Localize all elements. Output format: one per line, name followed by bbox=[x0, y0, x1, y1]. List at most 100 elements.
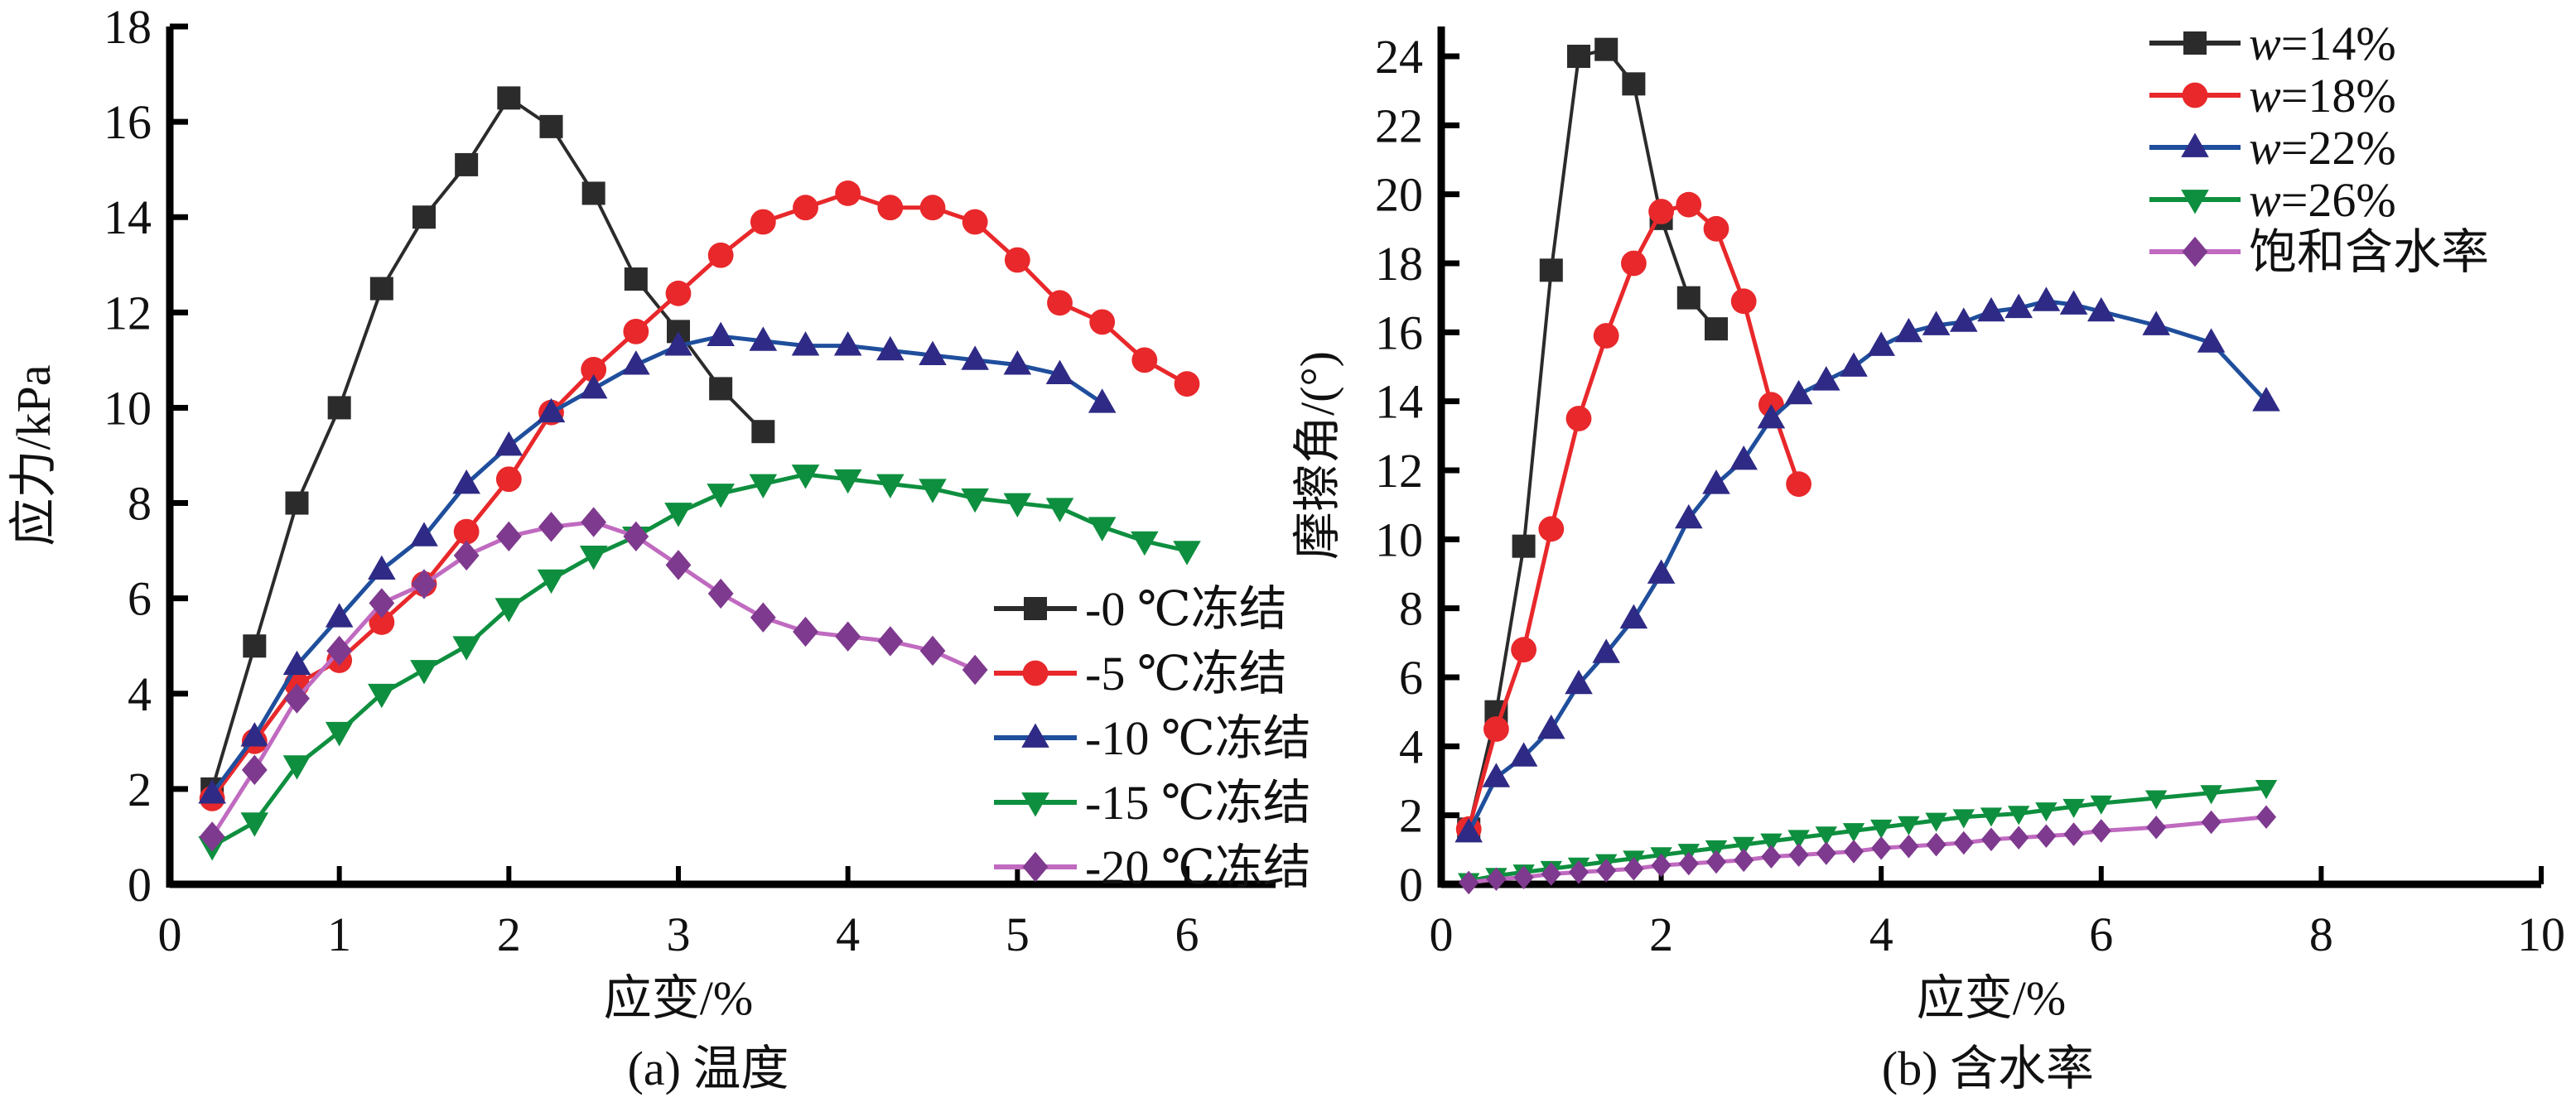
data-point bbox=[581, 357, 607, 383]
series-5 bbox=[1459, 805, 2277, 895]
x-tick-label: 0 bbox=[1430, 907, 1454, 961]
data-point bbox=[2009, 826, 2029, 850]
data-point bbox=[1676, 191, 1702, 218]
data-point bbox=[2145, 790, 2168, 810]
data-point bbox=[665, 550, 692, 580]
data-point bbox=[1541, 862, 1561, 886]
data-point bbox=[1678, 851, 1699, 876]
data-point bbox=[325, 603, 354, 628]
data-point bbox=[750, 602, 776, 633]
data-point bbox=[664, 503, 692, 527]
data-point bbox=[368, 555, 396, 580]
y-tick-label: 12 bbox=[1375, 444, 1423, 498]
panel-caption: (a) 温度 bbox=[628, 1042, 789, 1095]
legend-marker bbox=[1024, 597, 1047, 620]
data-point bbox=[1815, 826, 1837, 846]
data-point bbox=[326, 635, 353, 667]
data-point bbox=[1089, 309, 1116, 335]
data-point bbox=[1702, 469, 1730, 494]
data-point bbox=[327, 396, 351, 420]
data-point bbox=[1088, 517, 1117, 542]
data-point bbox=[2036, 824, 2057, 848]
data-point bbox=[2035, 802, 2057, 822]
x-tick-label: 6 bbox=[2089, 907, 2113, 961]
data-point bbox=[1980, 807, 2003, 827]
series-3 bbox=[198, 321, 1117, 804]
data-point bbox=[243, 634, 267, 658]
data-point bbox=[707, 321, 735, 347]
data-point bbox=[199, 821, 225, 852]
data-point bbox=[453, 540, 480, 571]
y-tick-label: 10 bbox=[104, 381, 152, 435]
data-point bbox=[539, 114, 563, 138]
series-2 bbox=[1455, 191, 1812, 842]
y-tick-label: 14 bbox=[104, 190, 152, 244]
legend-label: w=26% bbox=[2249, 173, 2396, 227]
series-3 bbox=[1454, 286, 2280, 843]
x-axis-title: 应变/% bbox=[1917, 971, 2066, 1025]
data-point bbox=[325, 721, 354, 747]
legend-marker bbox=[2181, 132, 2209, 157]
data-point bbox=[1565, 406, 1592, 431]
data-point bbox=[877, 195, 904, 221]
data-point bbox=[1511, 637, 1536, 663]
legend-label: w=14% bbox=[2249, 17, 2396, 70]
data-point bbox=[494, 431, 523, 456]
data-point bbox=[1131, 531, 1159, 556]
data-point bbox=[1567, 45, 1590, 68]
legend-label: -5 ℃冻结 bbox=[1085, 647, 1287, 700]
legend: w=14%w=18%w=22%w=26%饱和含水率 bbox=[2149, 17, 2489, 279]
data-point bbox=[1675, 503, 1703, 529]
data-point bbox=[282, 650, 311, 676]
data-point bbox=[750, 209, 776, 235]
data-point bbox=[2090, 795, 2112, 815]
data-point bbox=[240, 812, 269, 837]
data-point bbox=[1733, 836, 1755, 856]
data-point bbox=[1922, 310, 1951, 335]
data-point bbox=[962, 654, 988, 686]
data-point bbox=[749, 326, 778, 351]
series-1 bbox=[200, 86, 775, 801]
data-point bbox=[791, 331, 820, 356]
y-tick-label: 4 bbox=[128, 667, 152, 721]
data-point bbox=[284, 683, 310, 714]
data-point bbox=[793, 195, 818, 221]
data-point bbox=[537, 397, 566, 423]
data-point bbox=[240, 722, 269, 747]
data-point bbox=[1537, 715, 1565, 739]
data-point bbox=[1784, 379, 1813, 405]
data-point bbox=[1004, 247, 1030, 273]
panel-caption: (b) 含水率 bbox=[1882, 1042, 2094, 1095]
data-point bbox=[1757, 404, 1786, 429]
data-point bbox=[2032, 286, 2061, 311]
series-line bbox=[1466, 299, 2268, 834]
data-point bbox=[1592, 638, 1620, 663]
legend-marker bbox=[1022, 660, 1049, 686]
series-line bbox=[1468, 785, 2267, 883]
data-point bbox=[1788, 843, 1809, 867]
y-tick-label: 22 bbox=[1375, 99, 1423, 152]
data-point bbox=[453, 518, 480, 545]
data-point bbox=[1867, 331, 1895, 356]
x-tick-label: 10 bbox=[2517, 907, 2565, 961]
data-point bbox=[2252, 387, 2280, 412]
data-point bbox=[791, 465, 820, 489]
x-axis-title: 应变/% bbox=[604, 971, 753, 1025]
data-point bbox=[1870, 819, 1893, 839]
data-point bbox=[1568, 860, 1589, 884]
series-4 bbox=[1458, 779, 2278, 893]
y-tick-label: 2 bbox=[128, 763, 152, 816]
y-tick-label: 16 bbox=[104, 95, 152, 149]
data-point bbox=[962, 209, 988, 235]
y-tick-label: 8 bbox=[128, 477, 152, 531]
data-point bbox=[2142, 310, 2170, 335]
data-point bbox=[368, 683, 396, 709]
data-point bbox=[835, 621, 861, 652]
legend-item: -0 ℃冻结 bbox=[994, 582, 1287, 636]
series-line bbox=[210, 190, 1189, 800]
legend-marker bbox=[2182, 82, 2208, 108]
legend-label: -20 ℃冻结 bbox=[1085, 840, 1311, 894]
y-tick-label: 12 bbox=[104, 286, 152, 339]
data-point bbox=[369, 609, 395, 635]
